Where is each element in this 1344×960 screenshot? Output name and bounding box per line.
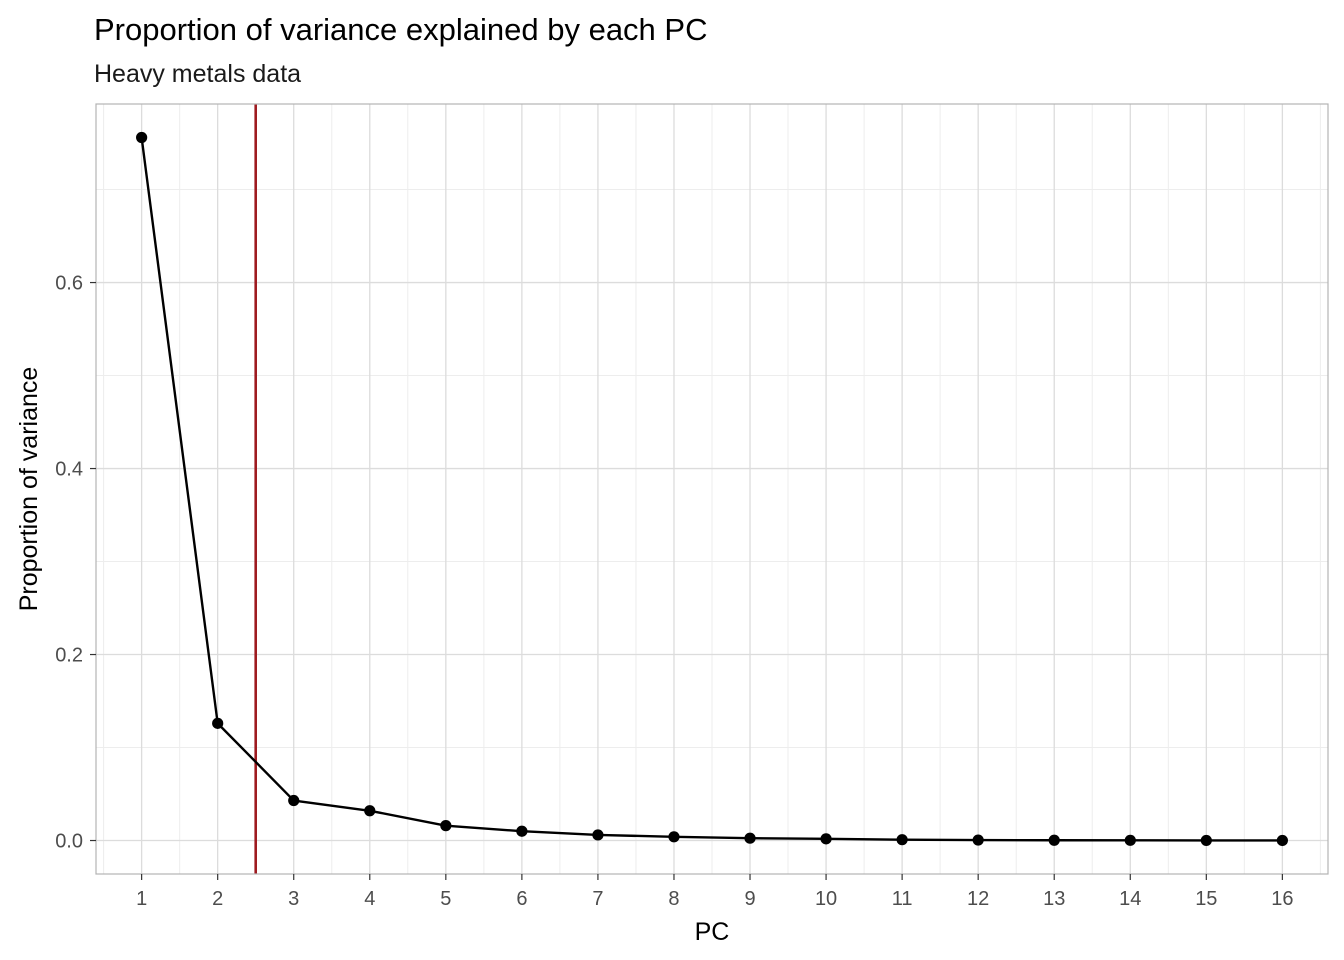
y-tick-label: 0.2 bbox=[55, 645, 83, 667]
data-point bbox=[516, 825, 528, 837]
data-point bbox=[592, 829, 604, 841]
series-line bbox=[140, 137, 1283, 842]
x-tick-label: 8 bbox=[668, 888, 679, 910]
x-tick-label: 10 bbox=[815, 888, 837, 910]
data-point bbox=[972, 834, 984, 846]
x-tick-label: 7 bbox=[592, 888, 603, 910]
x-tick-label: 2 bbox=[212, 888, 223, 910]
data-point bbox=[440, 820, 452, 832]
x-tick-label: 4 bbox=[364, 888, 375, 910]
x-tick-label: 12 bbox=[967, 888, 989, 910]
data-point bbox=[744, 832, 756, 844]
x-tick-label: 13 bbox=[1043, 888, 1065, 910]
data-point bbox=[668, 831, 680, 843]
data-point bbox=[1124, 834, 1136, 846]
x-tick-label: 14 bbox=[1119, 888, 1141, 910]
x-tick-label: 5 bbox=[440, 888, 451, 910]
data-point bbox=[820, 833, 832, 845]
y-axis: 0.0 0.2 0.4 0.6 bbox=[55, 273, 96, 853]
x-tick-label: 11 bbox=[892, 888, 913, 910]
x-tick-label: 3 bbox=[288, 888, 299, 910]
y-tick-label: 0.0 bbox=[55, 831, 83, 853]
x-tick-label: 1 bbox=[136, 888, 147, 910]
x-tick-label: 9 bbox=[744, 888, 755, 910]
chart-subtitle: Heavy metals data bbox=[94, 60, 301, 88]
chart-title: Proportion of variance explained by each… bbox=[94, 12, 707, 47]
x-tick-label: 16 bbox=[1271, 888, 1293, 910]
data-point bbox=[212, 717, 224, 729]
data-point bbox=[896, 834, 908, 846]
y-axis-title: Proportion of variance bbox=[15, 367, 43, 612]
x-tick-label: 6 bbox=[516, 888, 527, 910]
y-tick-label: 0.6 bbox=[55, 273, 83, 295]
x-tick-label: 15 bbox=[1195, 888, 1217, 910]
data-point bbox=[288, 794, 300, 807]
x-axis: 1 2 3 4 5 6 7 8 9 10 11 12 13 14 15 16 bbox=[136, 874, 1293, 910]
series-group bbox=[136, 131, 1288, 847]
data-point bbox=[1048, 834, 1060, 846]
x-axis-title: PC bbox=[695, 918, 730, 946]
y-tick-label: 0.4 bbox=[55, 459, 83, 481]
data-point bbox=[136, 131, 148, 144]
data-point bbox=[1200, 834, 1212, 847]
panel-border bbox=[95, 103, 1329, 875]
data-point bbox=[1276, 834, 1288, 847]
data-point bbox=[364, 805, 376, 817]
